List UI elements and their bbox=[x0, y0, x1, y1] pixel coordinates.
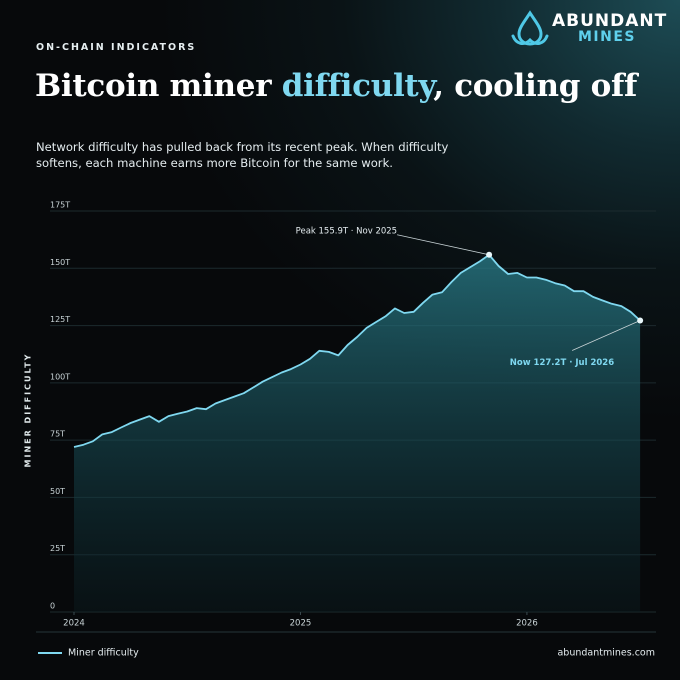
annotation: Peak 155.9T · Nov 2025 bbox=[296, 226, 397, 236]
logo-icon bbox=[511, 10, 549, 46]
y-tick-label: 25T bbox=[50, 544, 65, 553]
legend-label: Miner difficulty bbox=[68, 648, 139, 659]
x-tick-label: 2025 bbox=[290, 619, 312, 629]
line bbox=[73, 253, 641, 448]
annotation: Now 127.2T · Jul 2026 bbox=[510, 358, 614, 368]
footer: abundantmines.com bbox=[557, 648, 655, 659]
y-tick-label: 75T bbox=[50, 430, 65, 439]
x-tick-label: 2026 bbox=[516, 619, 538, 629]
title-part: , cooling off bbox=[433, 68, 638, 104]
brand-name: MINES bbox=[578, 29, 637, 45]
y-axis-label: MINER DIFFICULTY bbox=[24, 353, 33, 468]
point-marker bbox=[637, 317, 644, 324]
title-part: Bitcoin miner bbox=[35, 68, 282, 104]
area bbox=[74, 254, 641, 613]
title: Bitcoin miner difficulty, cooling off bbox=[35, 68, 637, 104]
annotation-leader bbox=[571, 320, 641, 351]
annotation-leader bbox=[397, 234, 490, 256]
y-tick-label: 150T bbox=[50, 258, 70, 267]
kicker: ON-CHAIN INDICATORS bbox=[36, 42, 197, 53]
point-marker bbox=[486, 251, 493, 258]
y-tick-label: 100T bbox=[50, 372, 70, 381]
y-tick-label: 0 bbox=[50, 602, 55, 611]
subtitle: Network difficulty has pulled back from … bbox=[36, 140, 449, 170]
x-tick-label: 2024 bbox=[63, 619, 85, 629]
brand-name: ABUNDANT bbox=[552, 11, 668, 31]
y-tick-label: 125T bbox=[50, 315, 70, 324]
y-tick-label: 175T bbox=[50, 201, 70, 210]
y-tick-label: 50T bbox=[50, 487, 65, 496]
title-highlight: difficulty bbox=[281, 68, 434, 104]
